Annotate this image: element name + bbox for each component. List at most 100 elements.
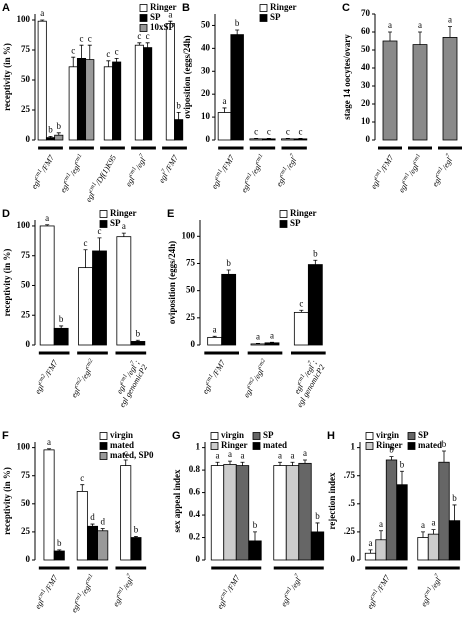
- y-tick-label: 100: [17, 14, 31, 24]
- bar: [273, 465, 287, 561]
- y-axis-label: receptivity (in %): [2, 249, 12, 317]
- error-bar: [379, 530, 383, 540]
- bar: [92, 250, 107, 346]
- y-tick-label: 0: [191, 339, 196, 349]
- bar: [103, 66, 113, 141]
- panel-label: G: [172, 430, 181, 442]
- x-tick-label: eglcm1/egl7;egl genomicP2: [287, 358, 327, 409]
- bar: [264, 342, 280, 346]
- significance-letter: c: [80, 473, 84, 483]
- error-bar: [100, 528, 105, 531]
- significance-letter: c: [299, 126, 303, 136]
- y-axis-label: stage 14 oocytes/ovary: [342, 34, 352, 120]
- significance-letter: a: [379, 519, 383, 529]
- bar: [217, 112, 232, 141]
- y-axis-label: oviposition (eggs/24h): [182, 35, 192, 118]
- error-bar: [235, 29, 240, 35]
- legend-label: SP: [270, 12, 281, 22]
- significance-letter: a: [256, 331, 260, 341]
- bar: [78, 267, 93, 346]
- y-tick-label: 100: [17, 442, 31, 452]
- legend-swatch: [139, 14, 148, 22]
- legend-swatch: [279, 220, 288, 228]
- error-bar: [256, 342, 260, 344]
- x-tick-label: eglcm1/FM7: [368, 152, 395, 190]
- bar: [45, 137, 56, 141]
- x-tick-label: eglcm1/egl7: [123, 152, 149, 188]
- significance-letter: b: [235, 18, 240, 28]
- bar: [130, 341, 146, 346]
- legend-label: mated: [418, 440, 442, 450]
- error-bar: [278, 461, 282, 466]
- y-tick-label: 25: [21, 309, 31, 319]
- error-bar: [121, 232, 126, 237]
- y-tick-label: 50: [201, 20, 211, 30]
- panel-label: F: [2, 430, 9, 442]
- bar: [250, 343, 266, 346]
- significance-letter: b: [134, 524, 139, 534]
- significance-letter: a: [213, 324, 217, 334]
- y-tick-label: .5: [348, 498, 355, 508]
- error-bar: [106, 60, 111, 67]
- significance-letter: c: [84, 238, 88, 248]
- significance-letter: b: [136, 328, 141, 338]
- error-bar: [303, 459, 307, 464]
- bar: [293, 311, 309, 346]
- y-tick-label: 20: [201, 88, 211, 98]
- panel-label: E: [167, 208, 174, 220]
- legend-label: virgin: [376, 430, 399, 440]
- legend-swatch: [365, 432, 374, 440]
- x-tick-label: eglcm1/egl7: [430, 152, 456, 188]
- x-tick-label: eglcm1/FM7: [33, 572, 60, 610]
- bar: [412, 44, 428, 141]
- bar: [174, 119, 184, 141]
- significance-letter: c: [106, 49, 110, 59]
- significance-letter: b: [313, 248, 318, 258]
- y-axis-label: rejection index: [327, 472, 337, 530]
- significance-letter: a: [432, 518, 436, 528]
- bar: [130, 537, 142, 561]
- bar: [143, 47, 153, 141]
- legend-swatch: [407, 442, 416, 450]
- bar: [442, 37, 458, 141]
- significance-letter: c: [137, 31, 141, 41]
- bar: [249, 138, 263, 141]
- error-bar: [83, 249, 88, 268]
- x-tick-label: egl7/FM7: [156, 152, 180, 184]
- significance-letter: a: [122, 221, 126, 231]
- legend-swatch: [99, 442, 108, 450]
- y-tick-label: 0: [206, 134, 211, 144]
- bar: [85, 59, 95, 141]
- significance-letter: a: [303, 448, 307, 458]
- error-bar: [389, 456, 394, 460]
- bar: [134, 44, 144, 141]
- y-tick-label: 60: [361, 26, 371, 36]
- y-tick-label: 75: [186, 258, 196, 268]
- error-bar: [71, 56, 76, 67]
- error-bar: [168, 20, 173, 24]
- y-axis-label: receptivity (in %): [2, 467, 12, 535]
- bar: [221, 273, 237, 346]
- error-bar: [133, 536, 138, 538]
- significance-letter: c: [71, 45, 75, 55]
- significance-letter: c: [299, 298, 303, 308]
- y-tick-label: 0: [26, 339, 31, 349]
- bar: [382, 40, 398, 141]
- bar: [112, 61, 122, 141]
- bar: [86, 525, 99, 561]
- bar: [116, 236, 132, 346]
- significance-letter: a: [448, 15, 452, 25]
- legend-swatch: [139, 24, 148, 32]
- error-bar: [57, 549, 62, 552]
- bar: [68, 66, 78, 141]
- error-bar: [114, 58, 119, 62]
- y-tick-label: 25: [21, 526, 31, 536]
- legend-label: Ringer: [290, 208, 317, 218]
- x-tick-label: eglcm2/eglcm2: [241, 358, 270, 399]
- legend-label: Ringer: [110, 208, 137, 218]
- error-bar: [228, 460, 232, 465]
- y-tick-label: 0.6: [189, 487, 201, 497]
- legend-swatch: [259, 14, 268, 22]
- bar: [438, 461, 450, 561]
- bar: [427, 533, 440, 561]
